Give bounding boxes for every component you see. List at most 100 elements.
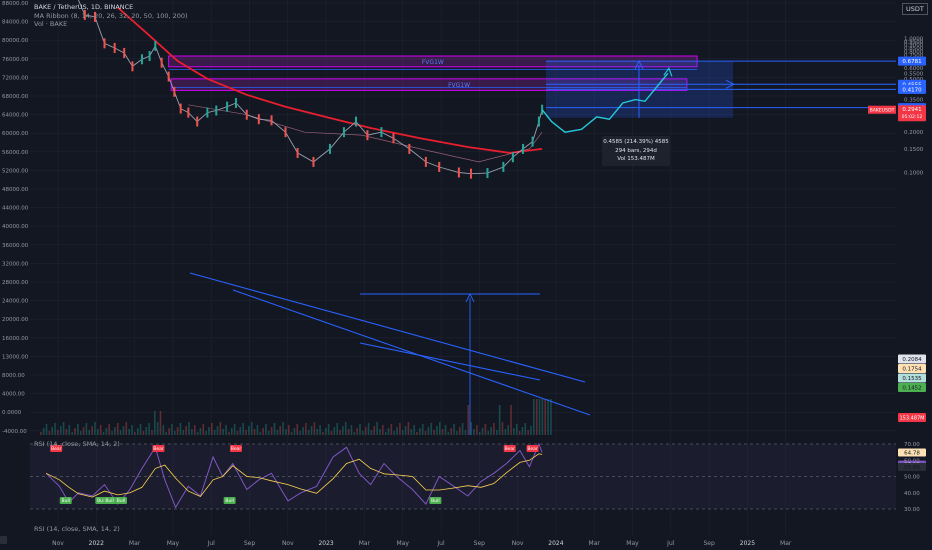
time-axis-label: Jul bbox=[207, 540, 216, 547]
currency-button[interactable]: USDT bbox=[902, 3, 928, 15]
price-candle bbox=[257, 114, 260, 125]
volume-tag-label: 153.487M bbox=[900, 416, 925, 422]
price-tag bbox=[898, 105, 926, 122]
volume-bar bbox=[228, 432, 230, 435]
volume-bar bbox=[136, 428, 139, 435]
volume-bar bbox=[82, 427, 85, 435]
volume-bar bbox=[535, 399, 538, 435]
volume-bar bbox=[424, 431, 427, 435]
volume-bar bbox=[273, 423, 276, 435]
volume-bar bbox=[205, 431, 207, 435]
volume-bar bbox=[105, 428, 108, 435]
price-candle bbox=[270, 115, 273, 126]
volume-bar bbox=[325, 428, 327, 435]
volume-bar bbox=[162, 425, 165, 435]
volume-bar bbox=[40, 432, 42, 435]
rsi-bull-signal: Bull bbox=[223, 497, 236, 504]
left-axis-label: 24000.00 bbox=[2, 299, 29, 305]
tooltip-change: 0.4585 (214.39%) 4585 bbox=[603, 139, 669, 145]
price-candle bbox=[154, 40, 157, 51]
left-axis-label: 84000.00 bbox=[2, 20, 29, 26]
volume-bar bbox=[199, 428, 202, 435]
ma-tag-label: 0.1452 bbox=[902, 386, 921, 392]
volume-legend[interactable]: Vol · BAKE bbox=[34, 20, 68, 28]
rsi-bear-signal: Bear bbox=[503, 445, 516, 452]
right-axis-label: 0.6000 bbox=[904, 66, 924, 72]
signal-label: Bull bbox=[62, 498, 70, 504]
volume-bar bbox=[62, 422, 65, 435]
volume-bar bbox=[222, 429, 224, 435]
symbol-tag bbox=[868, 105, 896, 114]
price-candle bbox=[438, 161, 441, 172]
right-axis-label: 0.3500 bbox=[904, 98, 924, 104]
volume-bar bbox=[362, 431, 364, 435]
volume-bar bbox=[259, 432, 262, 435]
time-axis-label: Sep bbox=[703, 540, 715, 547]
volume-bar bbox=[230, 428, 233, 435]
signal-label: Bull bbox=[225, 498, 233, 504]
volume-bar bbox=[253, 429, 256, 435]
price-candle bbox=[187, 107, 190, 118]
tooltip-bars: 294 bars, 294d bbox=[615, 147, 657, 154]
volume-bar bbox=[518, 431, 521, 435]
ma-tag-label: 0.1535 bbox=[902, 376, 922, 382]
volume-bar bbox=[382, 425, 384, 435]
volume-bar bbox=[48, 431, 51, 435]
volume-bar bbox=[433, 430, 435, 435]
volume-bar bbox=[59, 426, 62, 435]
price-candle bbox=[408, 143, 411, 154]
volume-bar bbox=[154, 411, 156, 435]
volume-bar bbox=[179, 423, 182, 435]
volume-bar bbox=[367, 423, 370, 435]
projection-path[interactable] bbox=[541, 67, 673, 133]
rsi-legend[interactable]: RSI (14, close, SMA, 14, 2) bbox=[34, 440, 120, 448]
ma-tag-label: 0.2084 bbox=[902, 357, 922, 363]
volume-bar bbox=[171, 424, 173, 435]
volume-bar bbox=[404, 426, 407, 435]
volume-bar bbox=[496, 430, 498, 435]
volume-bar bbox=[430, 423, 433, 435]
volume-bar bbox=[507, 425, 509, 435]
volume-bar bbox=[85, 423, 88, 435]
left-axis-label: 48000.00 bbox=[2, 187, 29, 193]
signal-badge bbox=[229, 445, 242, 452]
left-axis-label: 60000.00 bbox=[2, 131, 29, 137]
signal-label: Bear bbox=[231, 446, 242, 452]
time-axis-label: Jul bbox=[436, 540, 445, 547]
price-candle bbox=[469, 168, 472, 179]
rsi-legend-bottom[interactable]: RSI (14, close, SMA, 14, 2) bbox=[34, 525, 120, 533]
fvg-label: FVG1W bbox=[422, 59, 444, 66]
price-candle bbox=[196, 116, 199, 127]
volume-bar bbox=[159, 411, 162, 435]
volume-bar bbox=[538, 399, 541, 435]
volume-bar bbox=[51, 427, 53, 435]
breakout-arrow-head bbox=[465, 292, 475, 303]
ma-ribbon-legend[interactable]: MA Ribbon (8, 14, 20, 26, 32, 20, 50, 10… bbox=[34, 12, 188, 20]
volume-bar bbox=[111, 431, 113, 435]
volume-bar bbox=[233, 424, 236, 435]
volume-bar bbox=[461, 423, 464, 435]
volume-bar bbox=[296, 424, 299, 435]
volume-bar bbox=[376, 422, 378, 435]
price-candle bbox=[160, 57, 163, 68]
rsi-bear-signal: Bear bbox=[50, 445, 63, 452]
price-candle bbox=[328, 143, 331, 154]
trendline-upper bbox=[189, 272, 586, 383]
trendlines[interactable] bbox=[189, 60, 896, 435]
fvg-label: FVG1W bbox=[448, 82, 470, 89]
rsi-tag bbox=[898, 448, 926, 457]
volume-bar bbox=[384, 432, 387, 435]
left-axis-label: 36000.00 bbox=[2, 243, 29, 249]
volume-bar bbox=[467, 405, 470, 435]
ma-tag bbox=[898, 354, 926, 364]
right-axis-label: 0.8500 bbox=[904, 46, 924, 52]
price-candle bbox=[537, 116, 540, 127]
price-candle bbox=[131, 61, 134, 72]
volume-bar bbox=[441, 429, 444, 435]
volume-bar bbox=[427, 427, 430, 435]
volume-bar bbox=[134, 432, 136, 435]
volume-bar bbox=[305, 423, 307, 435]
signal-badge bbox=[59, 497, 72, 504]
rsi-bull-signal: Bull bbox=[59, 497, 72, 504]
